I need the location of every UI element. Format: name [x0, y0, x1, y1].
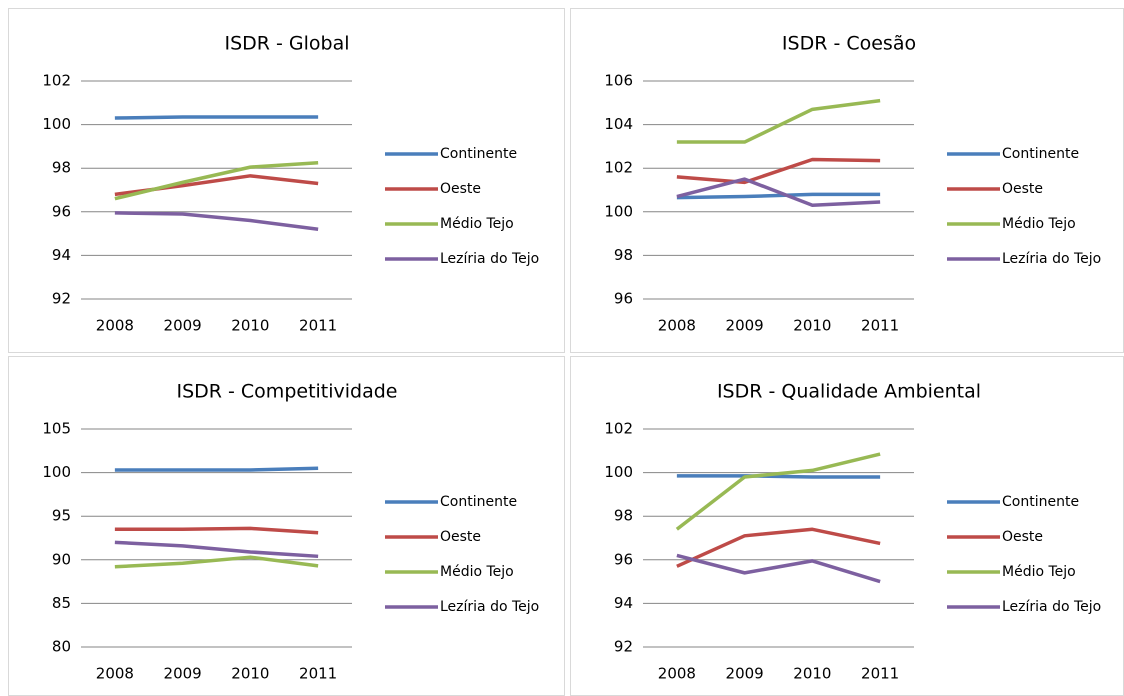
series-line [114, 555, 319, 569]
chart-panel: ISDR - Coesão 96 98 100 102 104 106 2008 2009 201… [570, 8, 1124, 353]
chart-panel: ISDR - Global 92 94 96 98 100 102 2008 2009 2010 2… [8, 8, 565, 353]
x-tick-label: 2009 [164, 317, 202, 335]
series-line [676, 98, 881, 144]
x-tick-label: 2008 [96, 665, 134, 683]
legend-label: Oeste [440, 181, 481, 197]
y-tick-label: 92 [614, 638, 633, 656]
series-line [114, 161, 319, 201]
series-line [676, 177, 881, 208]
y-tick-label: 100 [42, 115, 71, 133]
y-tick-label: 90 [52, 550, 71, 568]
legend-label: Continente [440, 494, 517, 510]
x-tick-label: 2011 [861, 317, 899, 335]
y-tick-label: 96 [52, 202, 71, 220]
y-tick-label: 100 [604, 202, 633, 220]
y-tick-label: 98 [614, 507, 633, 525]
y-tick-label: 94 [52, 246, 71, 264]
y-tick-label: 94 [614, 594, 633, 612]
panel-frame [8, 356, 565, 696]
y-tick-label: 98 [614, 246, 633, 264]
y-tick-label: 105 [42, 420, 71, 438]
y-tick-label: 85 [52, 594, 71, 612]
chart-title: ISDR - Global [224, 33, 349, 55]
legend-label: Médio Tejo [440, 216, 514, 232]
y-tick-label: 106 [604, 72, 633, 90]
series-line [676, 553, 881, 584]
series-line [114, 540, 319, 559]
series-line [114, 211, 319, 231]
legend-label: Lezíria do Tejo [1002, 599, 1101, 615]
y-tick-label: 98 [52, 159, 71, 177]
series-line [676, 192, 881, 200]
x-tick-label: 2011 [861, 665, 899, 683]
series-line [114, 526, 319, 535]
x-tick-label: 2008 [96, 317, 134, 335]
x-tick-label: 2010 [793, 317, 831, 335]
legend-label: Oeste [1002, 529, 1043, 545]
legend-label: Oeste [440, 529, 481, 545]
y-tick-label: 100 [42, 463, 71, 481]
series-line [114, 115, 319, 120]
legend-label: Continente [440, 146, 517, 162]
legend-label: Oeste [1002, 181, 1043, 197]
y-tick-label: 95 [52, 507, 71, 525]
legend-label: Lezíria do Tejo [440, 599, 539, 615]
panel-frame [570, 8, 1124, 353]
x-tick-label: 2008 [658, 665, 696, 683]
x-tick-label: 2011 [299, 665, 337, 683]
chart-panel: ISDR - Competitividade 80 85 90 95 100 105 2008… [8, 356, 565, 696]
y-tick-label: 102 [604, 420, 633, 438]
y-tick-label: 102 [604, 159, 633, 177]
series-line [675, 452, 881, 531]
legend-label: Continente [1002, 494, 1079, 510]
y-tick-label: 96 [614, 290, 633, 308]
y-tick-label: 92 [52, 290, 71, 308]
series-line [676, 474, 881, 479]
series-line [676, 527, 881, 568]
x-tick-label: 2010 [231, 665, 269, 683]
x-tick-label: 2008 [658, 317, 696, 335]
panel-frame [570, 356, 1124, 696]
y-tick-label: 100 [604, 463, 633, 481]
chart-title: ISDR - Coesão [782, 33, 916, 55]
chart-panel: ISDR - Qualidade Ambiental 92 94 96 98 100 102… [570, 356, 1124, 696]
legend-label: Lezíria do Tejo [1002, 251, 1101, 267]
chart-title: ISDR - Competitividade [176, 381, 397, 403]
y-tick-label: 104 [604, 115, 633, 133]
legend-label: Continente [1002, 146, 1079, 162]
x-tick-label: 2010 [793, 665, 831, 683]
legend-label: Médio Tejo [440, 564, 514, 580]
series-line [114, 466, 319, 472]
chart-title: ISDR - Qualidade Ambiental [717, 381, 981, 403]
legend-label: Lezíria do Tejo [440, 251, 539, 267]
y-tick-label: 96 [614, 550, 633, 568]
series-line [676, 157, 881, 185]
y-tick-label: 102 [42, 72, 71, 90]
x-tick-label: 2011 [299, 317, 337, 335]
legend-label: Médio Tejo [1002, 564, 1076, 580]
x-tick-label: 2009 [726, 317, 764, 335]
legend-label: Médio Tejo [1002, 216, 1076, 232]
x-tick-label: 2009 [164, 665, 202, 683]
y-tick-label: 80 [52, 638, 71, 656]
x-tick-label: 2009 [726, 665, 764, 683]
x-tick-label: 2010 [231, 317, 269, 335]
